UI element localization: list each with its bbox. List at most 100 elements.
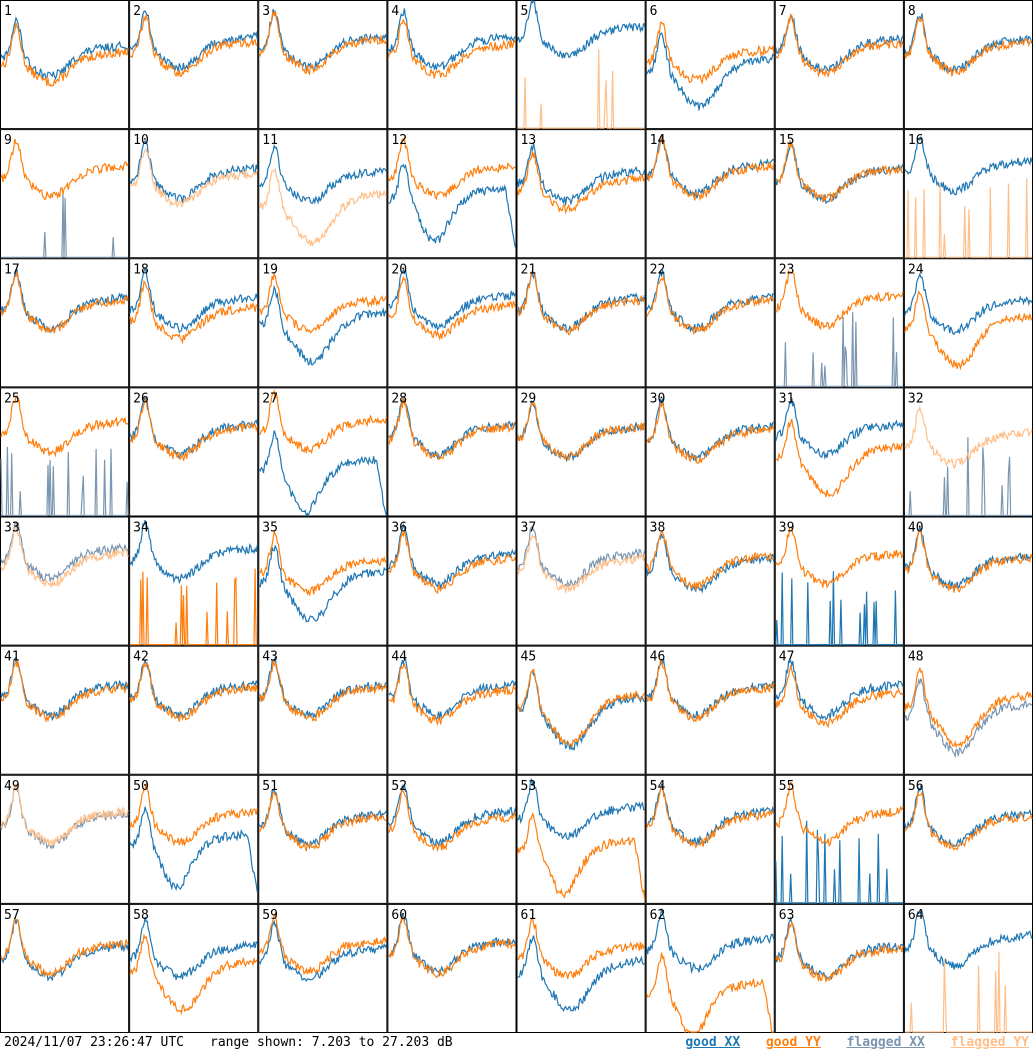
panel-label: 40 xyxy=(908,521,924,536)
panel-36: 36 xyxy=(387,516,517,646)
panel-label: 12 xyxy=(391,133,407,148)
panel-3: 3 xyxy=(258,0,388,130)
series-xx xyxy=(775,659,904,721)
panel-26: 26 xyxy=(129,387,259,517)
panel-46: 46 xyxy=(645,645,775,775)
panel-label: 18 xyxy=(133,262,149,277)
panel-34: 34 xyxy=(129,516,259,646)
series-xx xyxy=(258,919,387,983)
series-yy xyxy=(775,664,904,729)
panel-64: 64 xyxy=(903,903,1033,1033)
panel-frame xyxy=(645,258,775,388)
panel-frame xyxy=(645,645,775,775)
panel-label: 35 xyxy=(262,521,278,536)
panel-14: 14 xyxy=(645,129,775,259)
panel-50: 50 xyxy=(129,774,259,904)
panel-5: 5 xyxy=(516,0,646,130)
panel-7: 7 xyxy=(774,0,904,130)
panel-frame xyxy=(774,0,904,130)
panel-57: 57 xyxy=(0,903,130,1033)
panel-label: 41 xyxy=(4,650,20,665)
panel-63: 63 xyxy=(774,903,904,1033)
panel-frame xyxy=(516,129,646,259)
panel-frame xyxy=(774,387,904,517)
legend: good XX good YY flagged XX flagged YY xyxy=(667,1035,1029,1050)
series-xx xyxy=(129,520,258,585)
panel-label: 58 xyxy=(133,908,149,923)
series-yy xyxy=(258,167,387,247)
panel-label: 55 xyxy=(779,779,795,794)
panel-label: 29 xyxy=(521,391,537,406)
series-yy xyxy=(904,16,1033,77)
series-yy xyxy=(646,274,775,335)
series-xx xyxy=(388,268,517,331)
panel-label: 48 xyxy=(908,650,924,665)
panel-37: 37 xyxy=(516,516,646,646)
panel-frame xyxy=(903,258,1033,388)
series-yy xyxy=(129,279,258,345)
panel-25: 25 xyxy=(0,387,130,517)
series-yy xyxy=(387,275,517,341)
series-xx xyxy=(904,272,1033,335)
panel-54: 54 xyxy=(645,774,775,904)
series-yy xyxy=(775,418,904,498)
panel-label: 13 xyxy=(521,133,537,148)
panel-label: 61 xyxy=(521,908,537,923)
panel-47: 47 xyxy=(774,645,904,775)
series-xx xyxy=(388,163,517,249)
panel-label: 63 xyxy=(779,908,795,923)
series-yy xyxy=(646,21,775,85)
series-xx xyxy=(258,430,387,517)
series-yy xyxy=(258,529,387,596)
panel-frame xyxy=(516,258,646,388)
series-yy xyxy=(0,395,129,458)
panel-label: 30 xyxy=(650,391,666,406)
panel-label: 42 xyxy=(133,650,149,665)
series-yy xyxy=(775,269,904,331)
panel-label: 2 xyxy=(133,4,141,19)
panel-18: 18 xyxy=(129,258,259,388)
panel-11: 11 xyxy=(258,129,388,259)
series-yy xyxy=(516,269,646,336)
series-yy xyxy=(0,271,129,334)
panel-9: 9 xyxy=(0,129,130,259)
panel-frame xyxy=(903,903,1033,1033)
series-yy xyxy=(646,785,775,849)
panel-label: 39 xyxy=(779,521,795,536)
series-xx xyxy=(517,935,645,1013)
series-yy xyxy=(646,658,775,723)
panel-frame xyxy=(645,903,775,1033)
series-yy xyxy=(646,400,775,465)
panel-label: 24 xyxy=(908,262,924,277)
panel-frame xyxy=(774,129,904,259)
series-yy xyxy=(0,658,129,723)
series-yy xyxy=(775,139,904,203)
legend-good-yy: good YY xyxy=(765,1035,821,1050)
panel-frame xyxy=(258,645,388,775)
series-yy xyxy=(904,178,1032,258)
panel-label: 52 xyxy=(391,779,407,794)
series-yy xyxy=(904,289,1033,371)
series-xx xyxy=(0,446,129,517)
series-yy xyxy=(646,952,774,1033)
panel-4: 4 xyxy=(387,0,517,130)
panel-label: 50 xyxy=(133,779,149,794)
series-yy xyxy=(388,787,517,853)
series-xx xyxy=(388,522,517,590)
panel-51: 51 xyxy=(258,774,388,904)
panel-label: 25 xyxy=(4,391,20,406)
panel-frame xyxy=(387,774,517,904)
panel-frame xyxy=(258,258,388,388)
series-xx xyxy=(775,397,904,460)
series-yy xyxy=(516,533,646,593)
series-xx xyxy=(388,783,517,847)
series-yy xyxy=(258,791,387,852)
series-yy xyxy=(775,526,904,589)
panel-frame xyxy=(645,129,775,259)
panel-30: 30 xyxy=(645,387,775,517)
series-yy xyxy=(517,916,645,979)
panel-28: 28 xyxy=(387,387,517,517)
panel-label: 54 xyxy=(650,779,666,794)
series-yy xyxy=(0,22,129,88)
panel-frame xyxy=(387,0,517,130)
